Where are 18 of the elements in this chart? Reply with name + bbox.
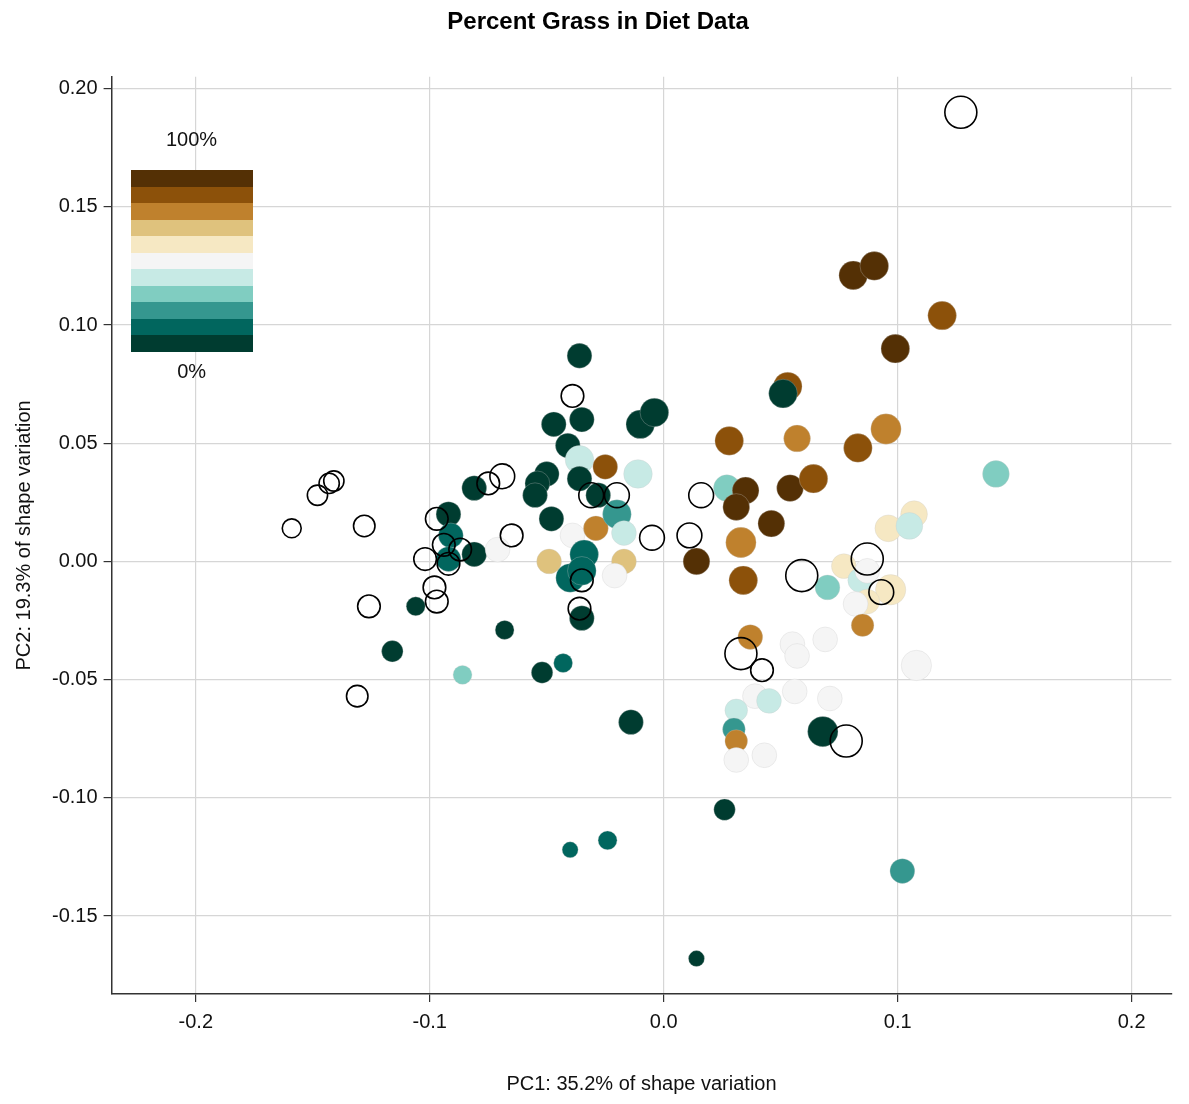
y-tick-label: -0.10	[51, 785, 98, 808]
y-tick-label: -0.05	[51, 667, 98, 690]
y-tick-label: 0.10	[58, 312, 98, 335]
y-tick-label: 0.05	[58, 430, 98, 453]
annotation: 0%	[176, 359, 208, 384]
x-tick-label: 0.1	[883, 1009, 912, 1032]
y-tick-label: 0.15	[58, 194, 98, 217]
x-tick-label: -0.2	[178, 1009, 214, 1032]
y-tick-label: 0.20	[58, 76, 98, 99]
x-axis-title: PC1: 35.2% of shape variation	[506, 1071, 777, 1094]
x-tick-label: -0.1	[412, 1009, 447, 1032]
chart-title: Percent Grass in Diet Data	[447, 7, 750, 35]
y-tick-label: -0.15	[51, 903, 98, 926]
y-axis-title: PC2: 19.3% of shape variation	[11, 400, 34, 671]
annotation: 100%	[165, 127, 219, 152]
x-tick-label: 0.0	[649, 1009, 678, 1032]
x-tick-label: 0.2	[1117, 1009, 1146, 1032]
y-tick-label: 0.00	[58, 548, 98, 571]
